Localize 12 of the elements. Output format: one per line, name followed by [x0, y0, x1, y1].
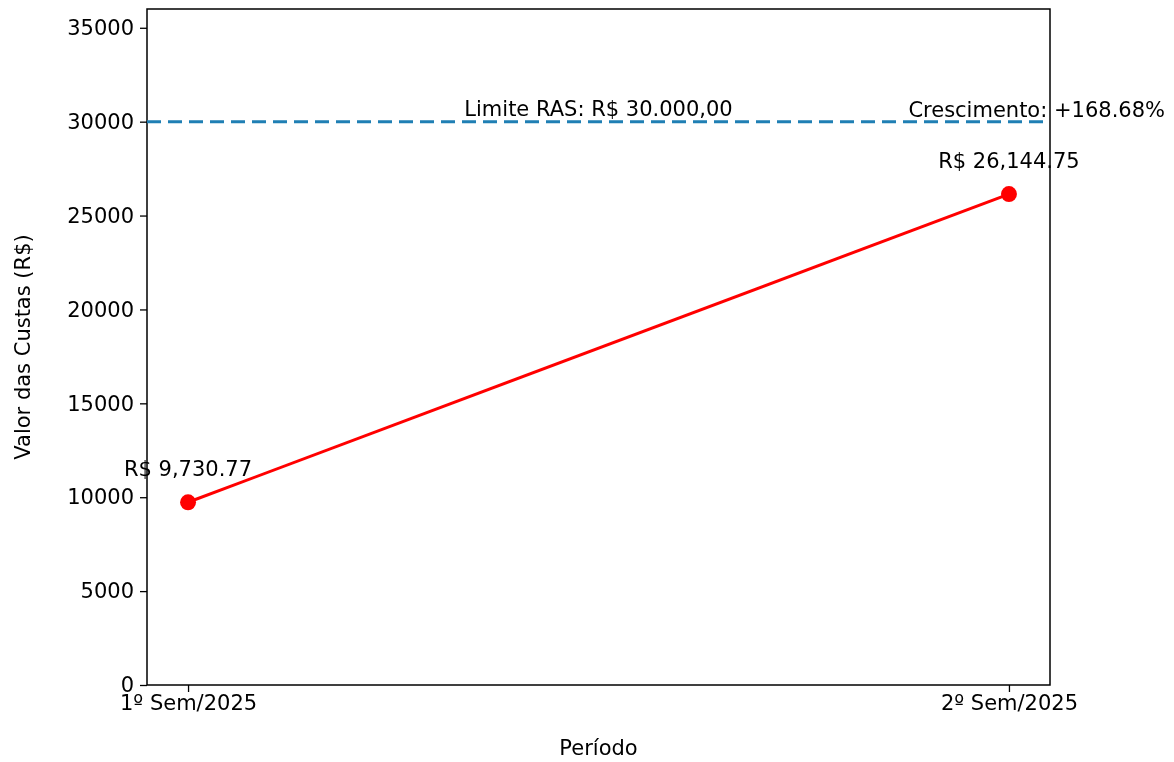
y-tick-label: 15000 [67, 391, 134, 416]
y-axis-title: Valor das Custas (R$) [11, 234, 35, 460]
y-tick-label: 20000 [67, 297, 134, 322]
annotation: Crescimento: +168.68% [908, 98, 1165, 123]
y-tick-label: 35000 [67, 16, 134, 40]
x-tick-label: 2º Sem/2025 [940, 690, 1079, 715]
y-tick-label: 25000 [67, 203, 134, 228]
x-axis-title: Período [559, 736, 638, 760]
y-tick-label: 30000 [67, 109, 134, 134]
y-tick-label: 5000 [80, 579, 134, 604]
ref-line-label: Limite RAS: R$ 30.000,00 [464, 96, 733, 121]
y-tick-label: 10000 [67, 485, 134, 510]
